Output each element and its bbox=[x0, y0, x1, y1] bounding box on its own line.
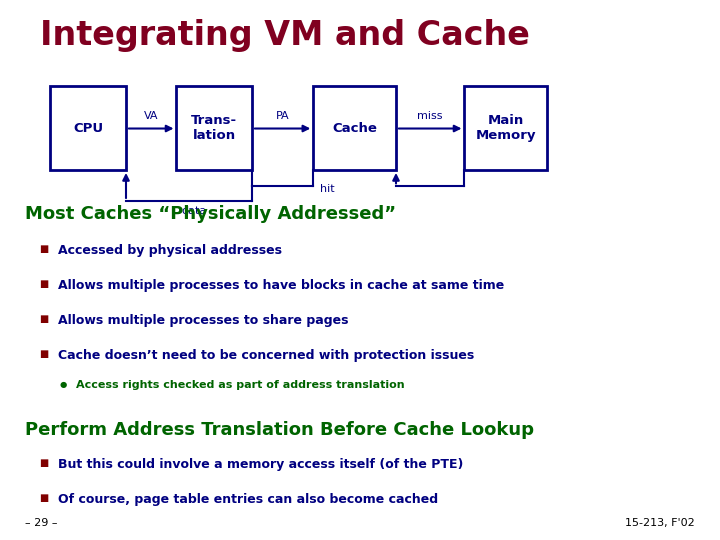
Text: Allows multiple processes to have blocks in cache at same time: Allows multiple processes to have blocks… bbox=[58, 279, 504, 292]
Text: CPU: CPU bbox=[73, 122, 103, 135]
Bar bbox=[464, 86, 547, 170]
Text: ■: ■ bbox=[40, 458, 49, 468]
Text: Most Caches “Physically Addressed”: Most Caches “Physically Addressed” bbox=[25, 205, 396, 223]
Text: But this could involve a memory access itself (of the PTE): But this could involve a memory access i… bbox=[58, 458, 463, 471]
Text: ■: ■ bbox=[40, 349, 49, 360]
Text: Accessed by physical addresses: Accessed by physical addresses bbox=[58, 244, 282, 257]
Text: Access rights checked as part of address translation: Access rights checked as part of address… bbox=[76, 380, 404, 390]
Text: data: data bbox=[181, 206, 207, 217]
Text: Cache: Cache bbox=[332, 122, 377, 135]
Text: VA: VA bbox=[144, 111, 158, 121]
Bar bbox=[176, 86, 252, 170]
Text: – 29 –: – 29 – bbox=[25, 518, 58, 528]
Text: 15-213, F'02: 15-213, F'02 bbox=[625, 518, 695, 528]
Bar bbox=[313, 86, 396, 170]
Text: ■: ■ bbox=[40, 244, 49, 254]
Text: PA: PA bbox=[276, 111, 289, 121]
Text: Cache doesn’t need to be concerned with protection issues: Cache doesn’t need to be concerned with … bbox=[58, 349, 474, 362]
Bar bbox=[50, 86, 126, 170]
Text: hit: hit bbox=[320, 184, 335, 194]
Text: ■: ■ bbox=[40, 279, 49, 289]
Text: ■: ■ bbox=[40, 493, 49, 503]
Text: Trans-
lation: Trans- lation bbox=[191, 114, 238, 142]
Text: Perform Address Translation Before Cache Lookup: Perform Address Translation Before Cache… bbox=[25, 421, 534, 439]
Text: miss: miss bbox=[417, 111, 443, 121]
Text: ■: ■ bbox=[40, 314, 49, 325]
Text: Of course, page table entries can also become cached: Of course, page table entries can also b… bbox=[58, 493, 438, 506]
Text: Main
Memory: Main Memory bbox=[475, 114, 536, 142]
Text: ●: ● bbox=[60, 380, 67, 389]
Text: Allows multiple processes to share pages: Allows multiple processes to share pages bbox=[58, 314, 348, 327]
Text: Integrating VM and Cache: Integrating VM and Cache bbox=[40, 19, 529, 52]
